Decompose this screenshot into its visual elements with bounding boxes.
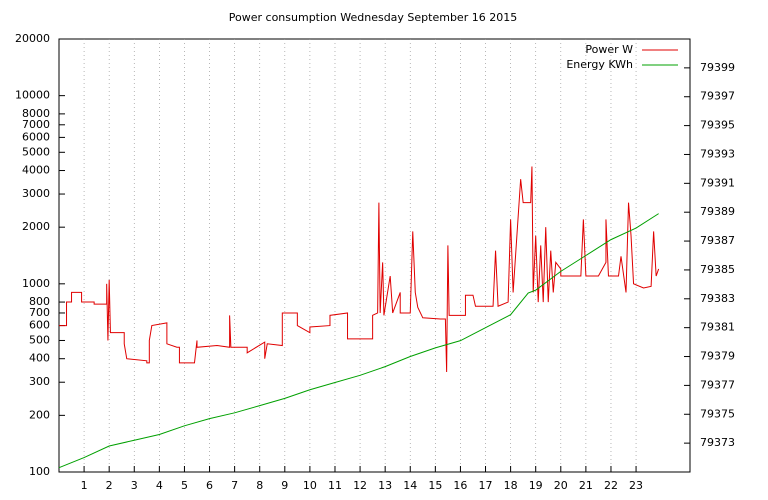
y-tick-label: 500: [29, 333, 50, 346]
y-tick-label: 300: [29, 375, 50, 388]
x-tick-label: 17: [479, 479, 493, 492]
y2-tick-label: 79383: [700, 292, 735, 305]
y2-tick-label: 79397: [700, 90, 735, 103]
y-tick-label: 1000: [22, 277, 50, 290]
x-tick-label: 15: [428, 479, 442, 492]
x-tick-label: 4: [156, 479, 163, 492]
x-tick-label: 3: [131, 479, 138, 492]
x-tick-label: 7: [231, 479, 238, 492]
y-tick-label: 200: [29, 408, 50, 421]
y2-tick-label: 79395: [700, 119, 735, 132]
y2-tick-label: 79373: [700, 436, 735, 449]
y-tick-label: 2000: [22, 220, 50, 233]
x-tick-label: 9: [281, 479, 288, 492]
x-tick-label: 11: [328, 479, 342, 492]
y-tick-label: 6000: [22, 130, 50, 143]
y-tick-label: 3000: [22, 187, 50, 200]
y2-tick-label: 79393: [700, 147, 735, 160]
y-tick-label: 4000: [22, 164, 50, 177]
x-tick-label: 5: [181, 479, 188, 492]
x-tick-label: 16: [453, 479, 467, 492]
y-tick-label: 10000: [15, 89, 50, 102]
y2-tick-label: 79389: [700, 205, 735, 218]
y-tick-label: 700: [29, 306, 50, 319]
y2-tick-label: 79385: [700, 263, 735, 276]
y-tick-label: 800: [29, 295, 50, 308]
y2-tick-label: 79379: [700, 350, 735, 363]
y2-tick-label: 79381: [700, 321, 735, 334]
plot-frame: [58, 38, 691, 473]
x-tick-label: 22: [604, 479, 618, 492]
legend-label: Power W: [585, 43, 633, 56]
x-tick-label: 14: [403, 479, 417, 492]
x-tick-label: 23: [629, 479, 643, 492]
x-tick-label: 12: [353, 479, 367, 492]
y-tick-label: 20000: [15, 32, 50, 45]
x-tick-label: 18: [504, 479, 518, 492]
x-tick-label: 8: [256, 479, 263, 492]
legend-label: Energy KWh: [566, 58, 633, 71]
x-tick-label: 19: [529, 479, 543, 492]
series-line: [59, 166, 660, 373]
y2-tick-label: 79375: [700, 407, 735, 420]
chart-title: Power consumption Wednesday September 16…: [229, 11, 517, 24]
y2-tick-label: 79399: [700, 61, 735, 74]
y-tick-label: 400: [29, 352, 50, 365]
x-tick-label: 21: [579, 479, 593, 492]
y2-tick-label: 79387: [700, 234, 735, 247]
y-tick-label: 5000: [22, 145, 50, 158]
x-tick-label: 1: [81, 479, 88, 492]
y-tick-label: 100: [29, 465, 50, 478]
x-tick-label: 13: [378, 479, 392, 492]
y-tick-label: 600: [29, 319, 50, 332]
x-tick-label: 20: [554, 479, 568, 492]
y2-tick-label: 79391: [700, 176, 735, 189]
y-tick-label: 8000: [22, 107, 50, 120]
x-tick-label: 10: [303, 479, 317, 492]
x-tick-label: 2: [106, 479, 113, 492]
series-line: [58, 213, 659, 469]
x-tick-label: 6: [206, 479, 213, 492]
y-tick-label: 7000: [22, 118, 50, 131]
y2-tick-label: 79377: [700, 378, 735, 391]
